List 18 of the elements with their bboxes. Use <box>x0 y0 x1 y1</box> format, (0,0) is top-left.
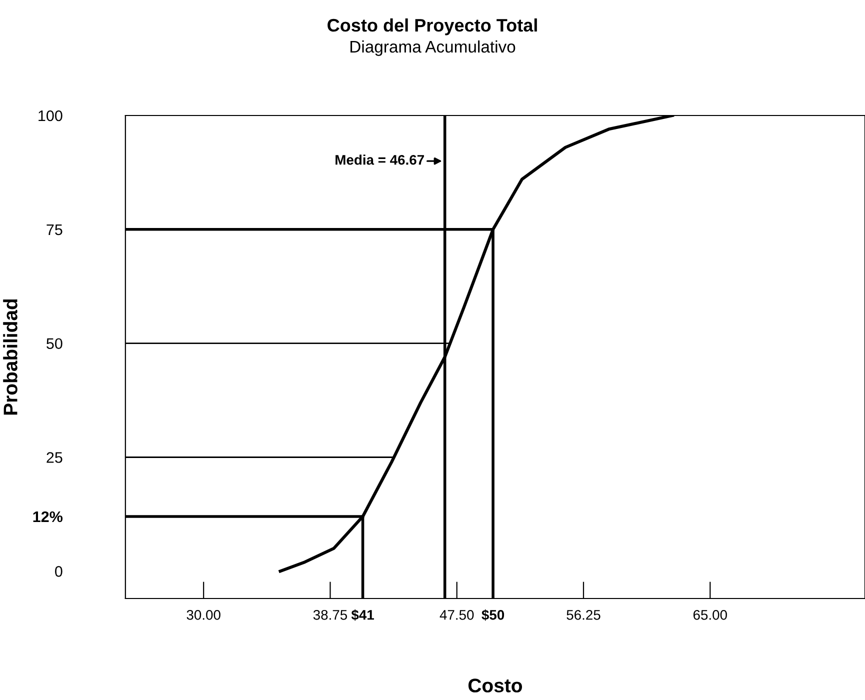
x-tick-label: 47.50 <box>440 610 474 620</box>
chart-subtitle: Diagrama Acumulativo <box>350 40 516 56</box>
y-tick-label: 0 <box>55 566 62 577</box>
y-tick-label: 100 <box>38 110 62 122</box>
y-tick-label: 25 <box>46 452 62 463</box>
y-tick-label: 75 <box>46 224 62 236</box>
chart-title: Costo del Proyecto Total <box>328 18 537 36</box>
x-tick-label: $41 <box>351 609 374 621</box>
y-axis-title: Probabilidad <box>3 299 18 415</box>
x-tick-label: 30.00 <box>186 610 220 620</box>
y-tick-label: 12% <box>33 511 63 522</box>
x-tick-label: 56.25 <box>566 610 600 620</box>
y-tick-label: 50 <box>46 338 62 350</box>
x-tick-label: $50 <box>482 609 504 621</box>
x-tick-label: 38.75 <box>313 610 348 620</box>
x-tick-label: 65.00 <box>693 610 727 620</box>
x-axis-title: Costo <box>468 678 522 692</box>
ref-line-label: Media = 46.67 <box>336 154 424 165</box>
